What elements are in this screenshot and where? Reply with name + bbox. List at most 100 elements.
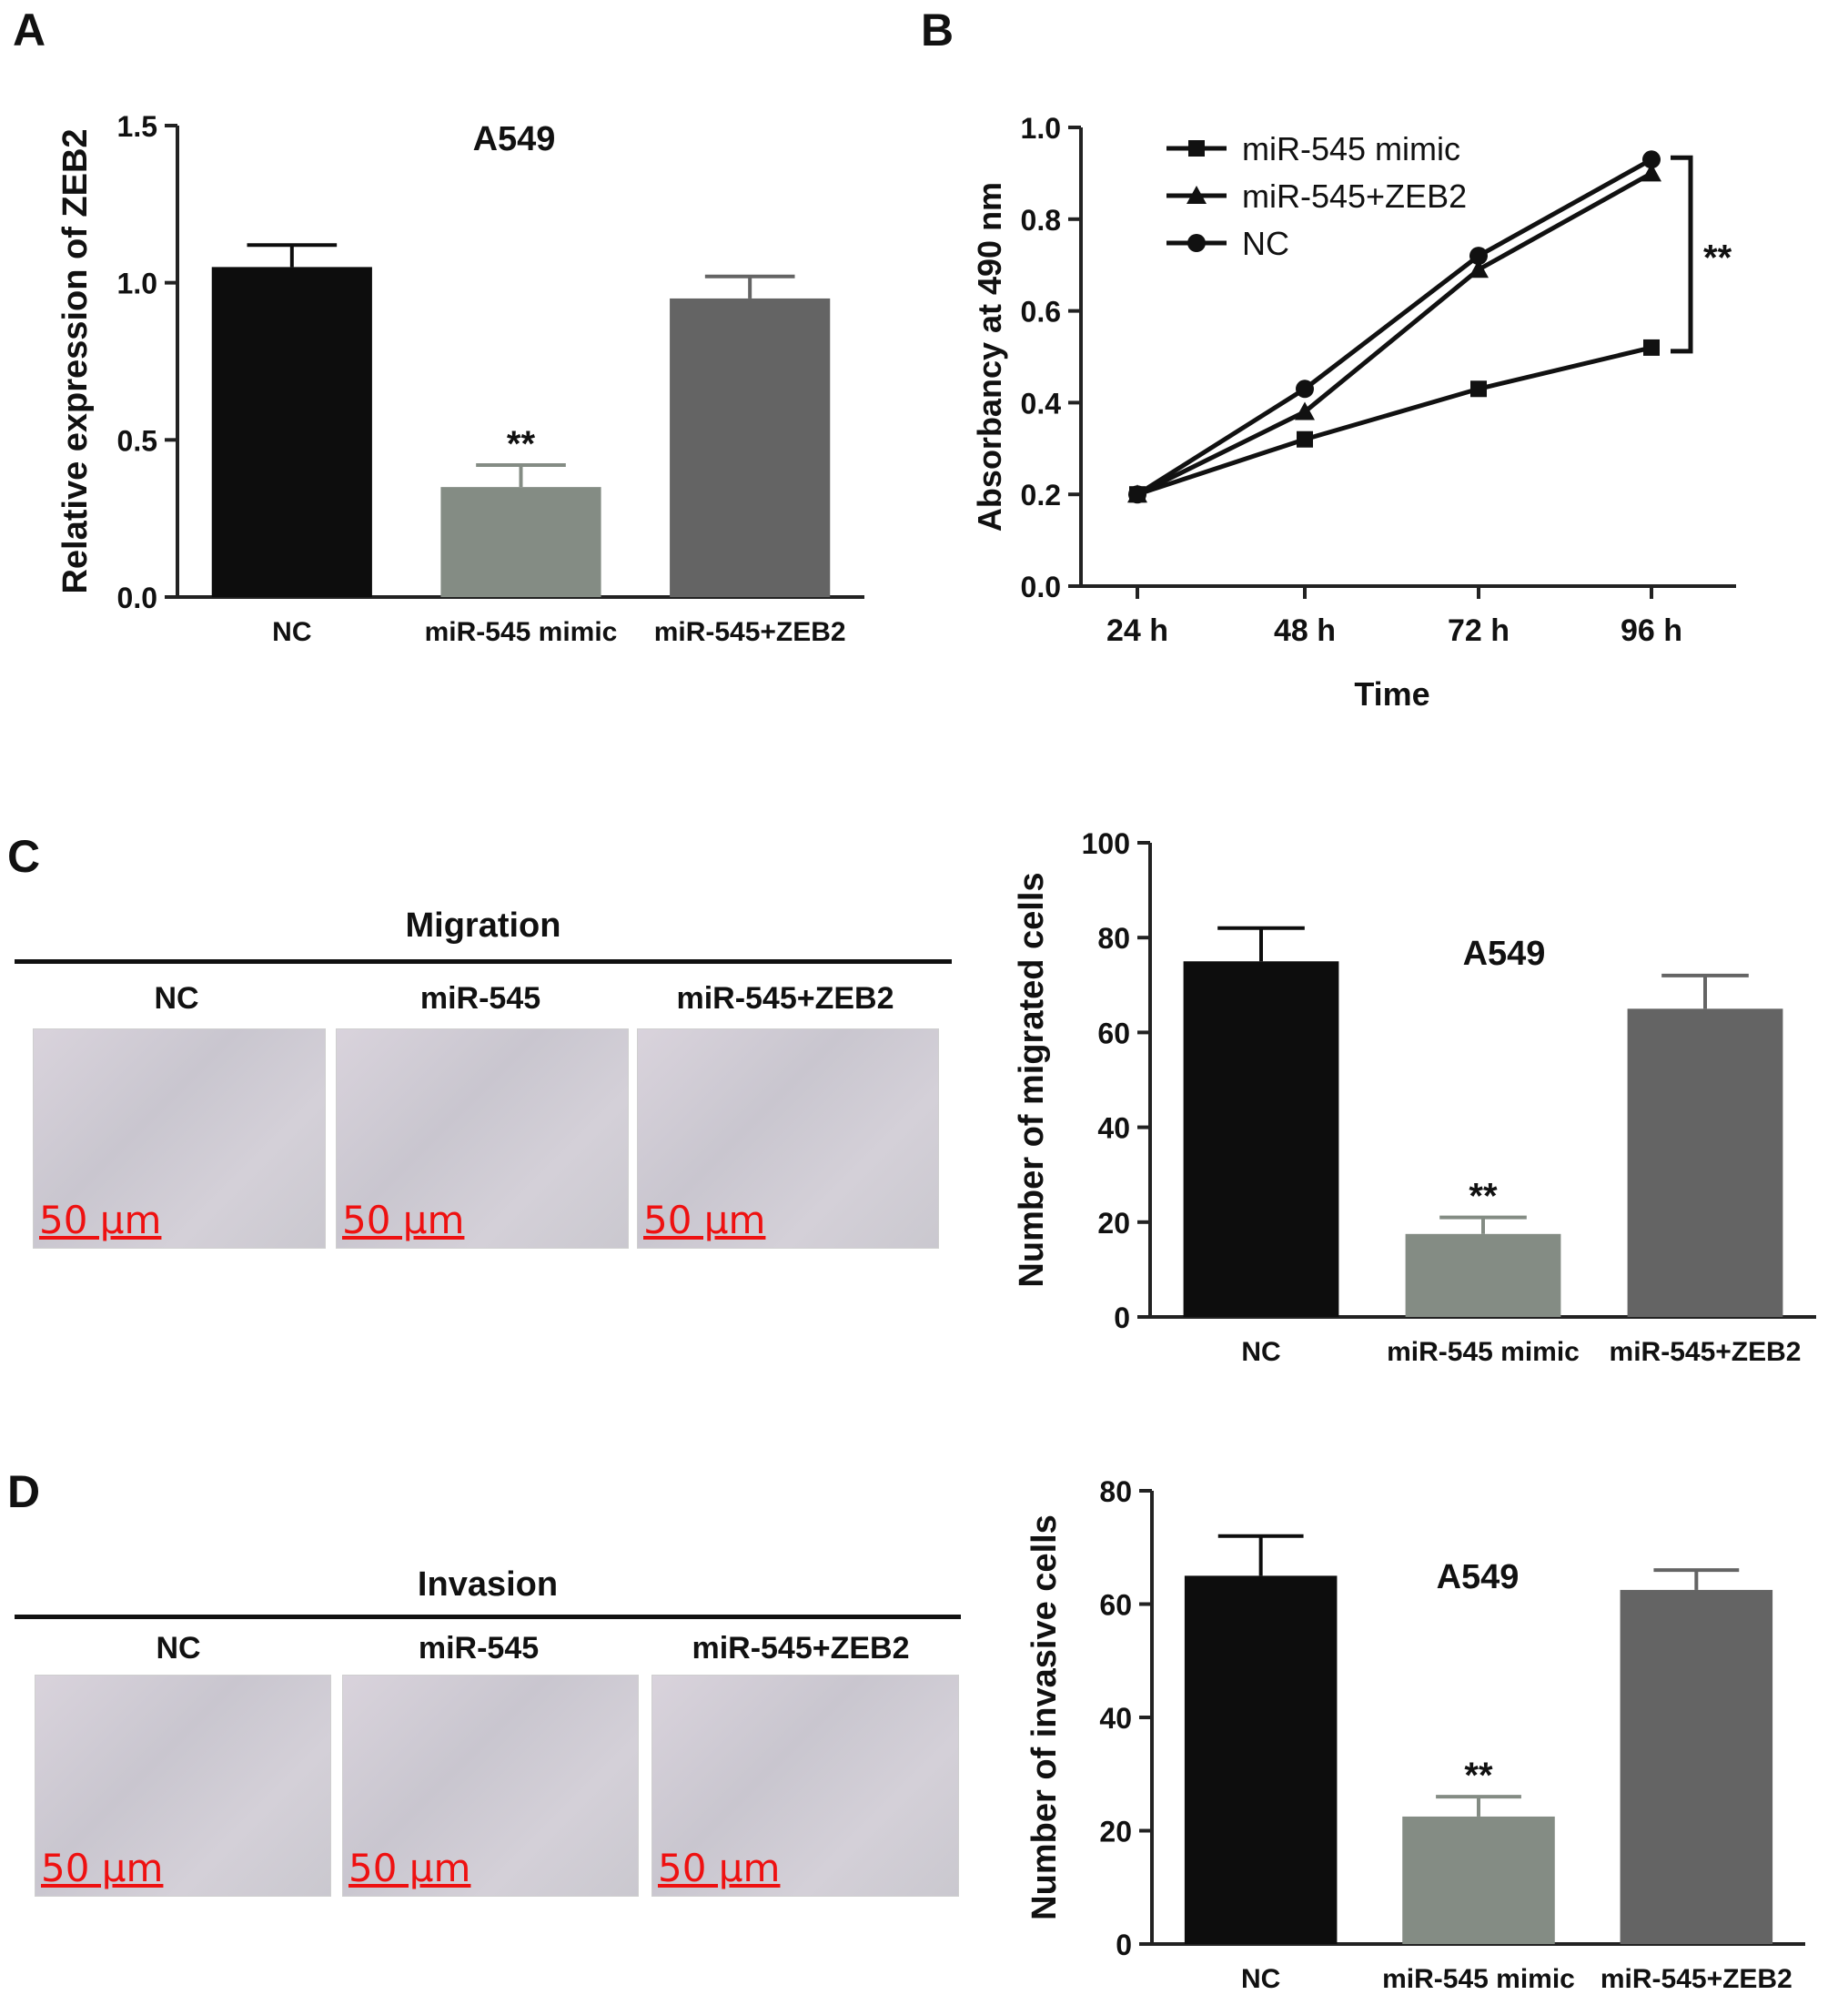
- series-line-1: [1136, 171, 1653, 497]
- invasion-rule: [15, 1615, 961, 1619]
- bar-2: [670, 298, 831, 597]
- y-tick-label: 1.0: [1021, 112, 1061, 145]
- chart-b-absorbancy-line: 0.0 0.2 0.4 0.6 0.8 1.0 24 h 48 h 72 h 96 h miR-54…: [971, 112, 1736, 713]
- scale-bar-label: 50 μm: [39, 1198, 162, 1242]
- significance-bracket: [1671, 155, 1693, 354]
- migration-col-nc: NC: [154, 981, 199, 1016]
- legend-label: NC: [1242, 225, 1289, 262]
- series-point-1: [1295, 401, 1315, 420]
- significance-label: **: [1703, 238, 1732, 278]
- y-tick-label: 40: [1099, 1702, 1132, 1735]
- invasion-image-zeb2: 50 μm: [651, 1675, 959, 1897]
- y-tick-label: 0.4: [1021, 387, 1062, 420]
- category-label: miR-545 mimic: [1387, 1337, 1580, 1367]
- scale-bar-label: 50 μm: [658, 1846, 781, 1890]
- category-label: NC: [1241, 1337, 1280, 1367]
- panel-letter-a: A: [13, 5, 46, 56]
- x-tick-label: 48 h: [1274, 613, 1336, 648]
- chart-d-invasive-cells: 0 20 40 60 80 NC ** miR-545 mimic miR-545+ZEB2 A5…: [1025, 1475, 1805, 1994]
- y-tick-label: 0.8: [1021, 204, 1061, 237]
- invasion-col-nc: NC: [156, 1631, 201, 1666]
- y-tick-label: 60: [1099, 1589, 1132, 1622]
- legend-label: miR-545+ZEB2: [1242, 177, 1467, 215]
- migration-col-zeb2: miR-545+ZEB2: [676, 981, 894, 1016]
- panel-letter-c: C: [7, 831, 41, 882]
- series-line-0: [1136, 345, 1652, 497]
- migration-title: Migration: [405, 906, 561, 945]
- panel-letter-b: B: [921, 5, 954, 56]
- legend-marker: [1188, 140, 1205, 157]
- series-point-2: [1296, 380, 1314, 399]
- y-tick-label: 0.6: [1021, 296, 1061, 329]
- bar-0: [1184, 1575, 1338, 1944]
- y-tick-label: 1.5: [117, 110, 157, 143]
- series-point-0: [1643, 339, 1660, 356]
- y-tick-label: 80: [1099, 1475, 1132, 1508]
- significance-label: **: [507, 424, 536, 464]
- y-tick-label: 20: [1099, 1816, 1132, 1848]
- x-axis-label: Time: [1354, 675, 1429, 713]
- invasion-col-zeb2: miR-545+ZEB2: [692, 1631, 910, 1666]
- migration-col-mir545: miR-545: [419, 981, 541, 1016]
- y-tick-label: 40: [1097, 1112, 1130, 1145]
- panel-letter-d: D: [7, 1466, 41, 1517]
- series-point-0: [1470, 380, 1487, 398]
- bar-0: [1183, 961, 1339, 1317]
- bar-1: [440, 487, 601, 597]
- legend-marker: [1187, 186, 1207, 204]
- bar-2: [1627, 1008, 1783, 1317]
- chart-title: A549: [1437, 1558, 1520, 1596]
- y-tick-label: 80: [1097, 922, 1130, 955]
- y-tick-label: 100: [1082, 827, 1130, 860]
- scale-bar-label: 50 μm: [348, 1846, 471, 1890]
- significance-label: **: [1469, 1177, 1498, 1217]
- category-label: miR-545+ZEB2: [654, 617, 846, 647]
- y-tick-label: 0: [1116, 1929, 1132, 1961]
- significance-label: **: [1464, 1756, 1493, 1796]
- y-axis-label: Number of migrated cells: [1013, 872, 1051, 1287]
- invasion-col-mir545: miR-545: [418, 1631, 540, 1666]
- series-point-0: [1297, 430, 1313, 448]
- invasion-image-mir545: 50 μm: [342, 1675, 639, 1897]
- category-label: miR-545+ZEB2: [1601, 1964, 1792, 1994]
- legend-label: miR-545 mimic: [1242, 130, 1460, 167]
- category-label: miR-545 mimic: [1382, 1964, 1575, 1994]
- y-tick-label: 20: [1097, 1207, 1130, 1240]
- migration-image-mir545: 50 μm: [336, 1028, 629, 1249]
- bar-2: [1620, 1589, 1773, 1944]
- x-tick-label: 72 h: [1448, 613, 1510, 648]
- chart-title: A549: [473, 120, 556, 158]
- scale-bar-label: 50 μm: [643, 1198, 766, 1242]
- invasion-image-nc: 50 μm: [35, 1675, 331, 1897]
- category-label: miR-545+ZEB2: [1610, 1337, 1802, 1367]
- y-tick-label: 0.0: [117, 582, 157, 614]
- x-tick-label: 24 h: [1106, 613, 1168, 648]
- series-point-1: [1641, 163, 1661, 182]
- legend-marker: [1187, 234, 1206, 252]
- x-tick-label: 96 h: [1621, 613, 1682, 648]
- bar-0: [211, 267, 372, 597]
- y-axis-label: Number of invasive cells: [1025, 1514, 1064, 1920]
- category-label: NC: [272, 617, 311, 647]
- series-point-2: [1469, 247, 1488, 266]
- chart-c-migrated-cells: 0 20 40 60 80 100 NC ** miR-545 mimic miR-545+ZEB…: [1013, 827, 1816, 1367]
- series-line-2: [1136, 157, 1653, 497]
- y-axis-label: Absorbancy at 490 nm: [971, 182, 1008, 532]
- category-label: miR-545 mimic: [425, 617, 618, 647]
- bar-1: [1402, 1816, 1555, 1944]
- chart-title: A549: [1463, 935, 1546, 973]
- y-tick-label: 0.2: [1021, 479, 1061, 511]
- y-tick-label: 1.0: [117, 268, 157, 300]
- bar-1: [1405, 1233, 1561, 1317]
- y-tick-label: 0.5: [117, 424, 157, 457]
- y-tick-label: 0.0: [1021, 571, 1061, 603]
- y-axis-label: Relative expression of ZEB2: [56, 128, 95, 593]
- chart-a-relative-expression: 0.0 0.5 1.0 1.5 NC ** miR-545 mimic miR-545+ZEB…: [56, 110, 864, 647]
- category-label: NC: [1241, 1964, 1280, 1994]
- series-point-2: [1642, 150, 1661, 169]
- y-tick-label: 0: [1114, 1301, 1130, 1334]
- y-tick-label: 60: [1097, 1017, 1130, 1049]
- migration-image-zeb2: 50 μm: [637, 1028, 939, 1249]
- migration-rule: [15, 959, 952, 964]
- scale-bar-label: 50 μm: [41, 1846, 164, 1890]
